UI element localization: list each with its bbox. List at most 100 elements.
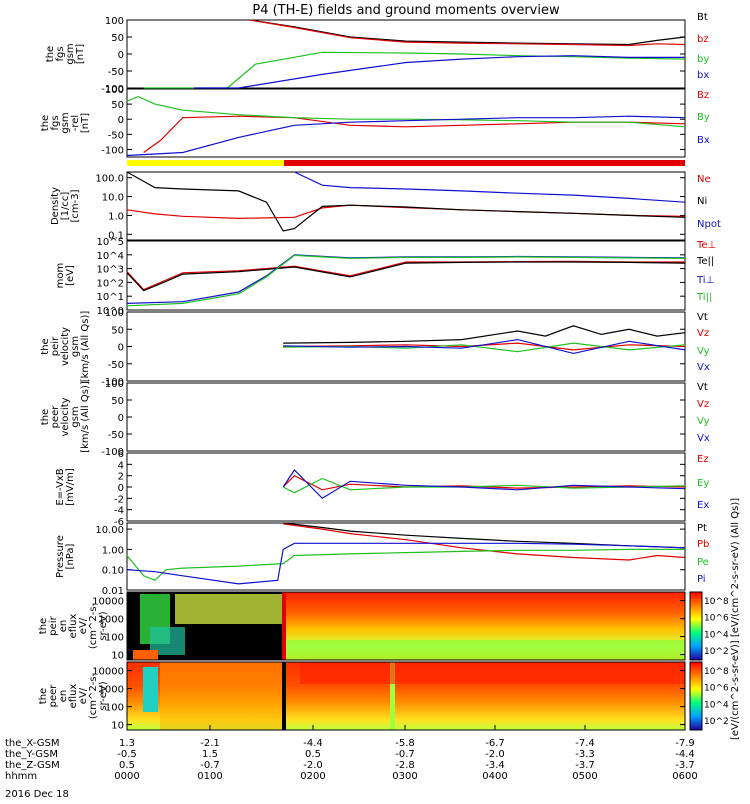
series-line-Pt: [283, 522, 686, 549]
y-tick-label: 0.1: [108, 230, 124, 241]
y-tick-label: 0: [118, 483, 124, 494]
colorbar-scale: [689, 591, 703, 661]
y-axis-label-line: [1/cc]: [60, 192, 71, 221]
x-axis-row-label: hhmm: [5, 771, 37, 782]
y-axis-label-line: [mV/m]: [65, 468, 76, 506]
x-axis-value: -2.0: [303, 760, 323, 771]
colorbar-scale: [689, 661, 703, 731]
y-tick-label: 0.10: [102, 566, 124, 577]
y-tick-label: 1.00: [102, 545, 124, 556]
y-tick-label: 0: [118, 413, 124, 424]
y-axis-label-line: [nT]: [75, 44, 86, 64]
y-axis-label-line: [nT]: [80, 113, 91, 133]
panel-frame: [126, 382, 686, 452]
legend-entry: Ey: [697, 478, 709, 489]
y-axis-label-line: eV/: [78, 617, 89, 634]
legend-entry: Pe: [697, 557, 709, 568]
legend-entry: Pt: [697, 523, 707, 534]
x-axis-value: 0.5: [119, 760, 135, 771]
y-tick-label: 50: [111, 33, 124, 44]
series-line-Te⊥: [126, 260, 685, 291]
panel-peir_flux: 10000 1000 100 10 the peir en eflux eV/(cm^2-s-s…: [38, 591, 686, 662]
x-axis-value: -7.4: [575, 738, 595, 749]
y-tick-label: 50: [111, 396, 124, 407]
legend-entry: Npot: [697, 219, 721, 230]
y-tick-label: 0.01: [102, 586, 124, 597]
y-tick-label: 0: [118, 115, 124, 126]
y-tick-label: 2: [118, 472, 124, 483]
legend-entry: by: [697, 54, 709, 65]
y-tick-label: 100: [105, 633, 124, 644]
y-axis-label-line: the: [40, 338, 51, 354]
y-tick-label: 10^3: [97, 265, 124, 276]
x-axis-value: -7.9: [675, 738, 695, 749]
legend-entry: Ti⊥: [696, 275, 714, 286]
panel-fgs_gsm_rel: 100 50 0 -50 -100 the fgs gsm -rel [nT] Bz By Bx: [40, 85, 710, 158]
y-tick-label: -2: [114, 494, 124, 505]
x-axis-value: -2.0: [485, 749, 505, 760]
heatmap-patch-green: [390, 662, 395, 730]
heatmap-patch-red: [300, 662, 685, 684]
y-tick-label: 10^2: [97, 278, 124, 289]
panel-frame: [126, 19, 686, 89]
legend-entry: Pb: [697, 539, 709, 550]
y-tick-label: 100: [105, 379, 124, 390]
x-axis-value: -4.4: [303, 738, 323, 749]
x-axis-value: 0100: [197, 771, 222, 782]
x-axis-value: -6.7: [485, 738, 505, 749]
series-line-by: [143, 51, 686, 89]
y-tick-label: 100.0: [95, 174, 124, 185]
heatmap-patch-cyan: [143, 667, 158, 712]
x-axis-value: 0300: [392, 771, 417, 782]
x-axis-value: 0200: [300, 771, 325, 782]
series-line-By: [126, 95, 686, 128]
y-tick-label: 1000: [99, 685, 124, 696]
y-tick-label: -100: [101, 447, 124, 458]
y-tick-label: 10: [111, 721, 124, 732]
y-tick-label: -50: [108, 360, 124, 371]
legend-entry: Vy: [697, 346, 710, 357]
legend-entry: Vt: [697, 312, 708, 323]
x-axis-row-label: the_Y-GSM: [5, 749, 58, 760]
y-tick-label: 100: [105, 308, 124, 319]
mode-bar-fast: [284, 160, 685, 166]
panel-fgs_gsm: 100 50 0 -50 -100 the fgs gsm [nT] Bt bz by bx: [45, 12, 709, 95]
y-axis-label-line: [km/s (All Qs)]: [80, 381, 91, 453]
y-axis-label-line: [nPa]: [65, 543, 76, 569]
y-axis-label-line: E=-VxB: [55, 468, 66, 505]
y-axis-label-line: gsm: [60, 112, 71, 133]
figure-date: 2016 Dec 18: [5, 789, 69, 800]
y-axis-label-line: the: [45, 46, 56, 62]
x-axis-value: 0500: [572, 771, 597, 782]
panel-pressure: 10.00 1.00 0.10 0.01 Pressure [nPa] Pt Pb Pe Pi: [55, 522, 709, 597]
y-tick-label: -4: [114, 506, 124, 517]
x-axis-row-label: the_Z-GSM: [5, 760, 60, 771]
panel-frame: [126, 661, 686, 731]
y-tick-label: -50: [108, 67, 124, 78]
y-axis-label-line: Density: [50, 187, 61, 225]
y-axis-label-line: en: [58, 620, 69, 633]
panel-peer_flux: 10000 1000 100 10 the peer en eflux eV/(cm^2-s-s…: [38, 661, 686, 732]
y-axis-label-line: sr-eV): [98, 681, 109, 710]
legend-entry: Vz: [697, 399, 709, 410]
legend-entry: Ex: [697, 500, 709, 511]
heatmap-boundary: [282, 662, 286, 730]
y-axis-label-line: eflux: [68, 614, 79, 639]
y-axis-label-line: Pressure: [55, 535, 66, 578]
series-line-Pe: [126, 548, 685, 582]
y-axis-label-line: velocity: [60, 397, 71, 436]
y-tick-label: 10^1: [97, 292, 124, 303]
y-axis-label-line: gsm: [70, 406, 81, 427]
x-axis-value: -0.7: [200, 760, 220, 771]
x-axis-value: -4.4: [675, 749, 695, 760]
legend-entry: bx: [697, 70, 709, 81]
y-axis-label-line: the: [38, 688, 49, 704]
panel-frame: [126, 522, 686, 591]
y-axis-label-line: peir: [48, 615, 59, 635]
legend-entry: By: [697, 112, 710, 123]
y-tick-label: 10^5: [97, 237, 124, 248]
series-line-Npot: [294, 171, 686, 203]
y-tick-label: 10.00: [95, 525, 124, 536]
y-axis-label-line: the: [40, 115, 51, 131]
